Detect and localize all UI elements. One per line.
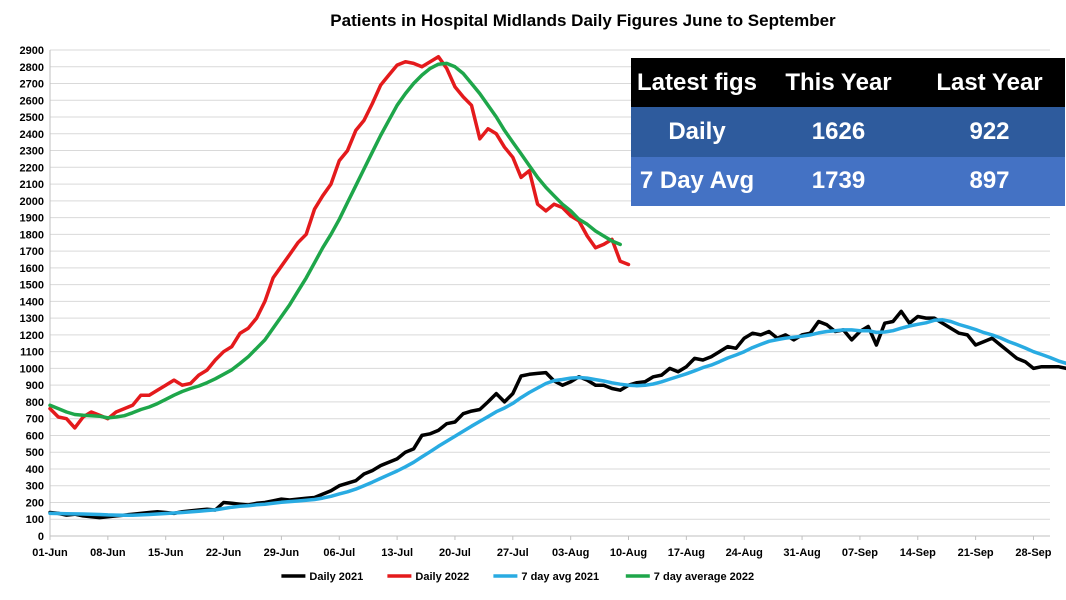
y-tick-label: 800	[26, 397, 44, 409]
y-tick-label: 1700	[20, 246, 44, 258]
y-tick-label: 300	[26, 481, 44, 493]
series-line-7-day-average-2022	[48, 61, 622, 420]
y-tick-label: 1600	[20, 263, 44, 275]
header-this-year: This Year	[763, 58, 914, 108]
y-tick-label: 1500	[20, 280, 44, 292]
row-label-daily: Daily	[631, 107, 763, 157]
x-tick-label: 10-Aug	[610, 547, 647, 559]
avg-last-year: 897	[913, 156, 1065, 206]
series-line-7-day-avg-2021	[48, 318, 1066, 517]
x-axis: 01-Jun 08-Jun 15-Jun 22-Jun 29-Jun 06-Jul 13-J…	[32, 535, 1052, 559]
x-tick-label: 29-Jun	[264, 547, 300, 559]
x-tick-label: 28-Sep	[1015, 547, 1051, 559]
x-tick-label: 20-Jul	[439, 547, 471, 559]
series-line-daily-2021	[48, 309, 1066, 520]
x-tick-label: 07-Sep	[842, 547, 878, 559]
y-tick-label: 2200	[20, 162, 44, 174]
x-tick-label: 03-Aug	[552, 547, 589, 559]
y-tick-label: 1300	[20, 313, 44, 325]
series-line-daily-2022	[48, 54, 631, 430]
legend-entry: Daily 2022	[415, 571, 469, 583]
y-axis: 0 100 200 300 400 500 600 700 800 900 1000 1100 1200…	[20, 45, 51, 543]
x-tick-label: 06-Jul	[323, 547, 355, 559]
y-tick-label: 0	[38, 531, 44, 543]
y-tick-label: 2500	[20, 112, 44, 124]
y-tick-label: 1200	[20, 330, 44, 342]
row-label-7-day-avg: 7 Day Avg	[631, 156, 763, 206]
y-tick-label: 1800	[20, 229, 44, 241]
y-tick-label: 2600	[20, 95, 44, 107]
x-tick-label: 27-Jul	[497, 547, 529, 559]
legend-entry: Daily 2021	[309, 571, 363, 583]
x-tick-label: 08-Jun	[90, 547, 126, 559]
y-tick-label: 1900	[20, 213, 44, 225]
x-tick-label: 13-Jul	[381, 547, 413, 559]
y-tick-label: 200	[26, 497, 44, 509]
y-tick-label: 2700	[20, 79, 44, 91]
y-tick-label: 900	[26, 380, 44, 392]
header-latest-figs: Latest figs	[631, 58, 763, 108]
y-tick-label: 600	[26, 430, 44, 442]
y-tick-label: 400	[26, 464, 44, 476]
y-tick-label: 100	[26, 514, 44, 526]
y-tick-label: 2900	[20, 45, 44, 57]
x-tick-label: 17-Aug	[668, 547, 705, 559]
y-tick-label: 2000	[20, 196, 44, 208]
x-tick-label: 14-Sep	[900, 547, 936, 559]
y-tick-label: 1000	[20, 363, 44, 375]
y-tick-label: 1400	[20, 296, 44, 308]
x-tick-label: 15-Jun	[148, 547, 184, 559]
x-tick-label: 01-Jun	[32, 547, 68, 559]
y-tick-label: 2300	[20, 146, 44, 158]
legend-entry: 7 day average 2022	[654, 571, 754, 583]
y-tick-label: 700	[26, 414, 44, 426]
y-tick-label: 2400	[20, 129, 44, 141]
avg-this-year: 1739	[763, 156, 914, 206]
y-tick-label: 1100	[20, 347, 44, 359]
x-tick-label: 21-Sep	[958, 547, 994, 559]
legend: Daily 2021 Daily 2022 7 day avg 2021 7 day …	[281, 571, 754, 583]
y-tick-label: 2800	[20, 62, 44, 74]
y-tick-label: 500	[26, 447, 44, 459]
table-row-7-day-avg: 7 Day Avg 1739 897	[631, 156, 1065, 206]
daily-this-year: 1626	[763, 107, 914, 157]
latest-figures-table: Latest figs This Year Last Year Daily 16…	[631, 58, 1065, 206]
x-tick-label: 22-Jun	[206, 547, 242, 559]
series-lines	[48, 54, 1066, 520]
x-tick-label: 31-Aug	[783, 547, 820, 559]
daily-last-year: 922	[913, 107, 1065, 157]
x-tick-label: 24-Aug	[726, 547, 763, 559]
legend-entry: 7 day avg 2021	[521, 571, 599, 583]
table-header-row: Latest figs This Year Last Year	[631, 58, 1065, 108]
table-row-daily: Daily 1626 922	[631, 107, 1065, 157]
chart-title: Patients in Hospital Midlands Daily Figu…	[330, 11, 836, 30]
header-last-year: Last Year	[913, 58, 1065, 108]
y-tick-label: 2100	[20, 179, 44, 191]
